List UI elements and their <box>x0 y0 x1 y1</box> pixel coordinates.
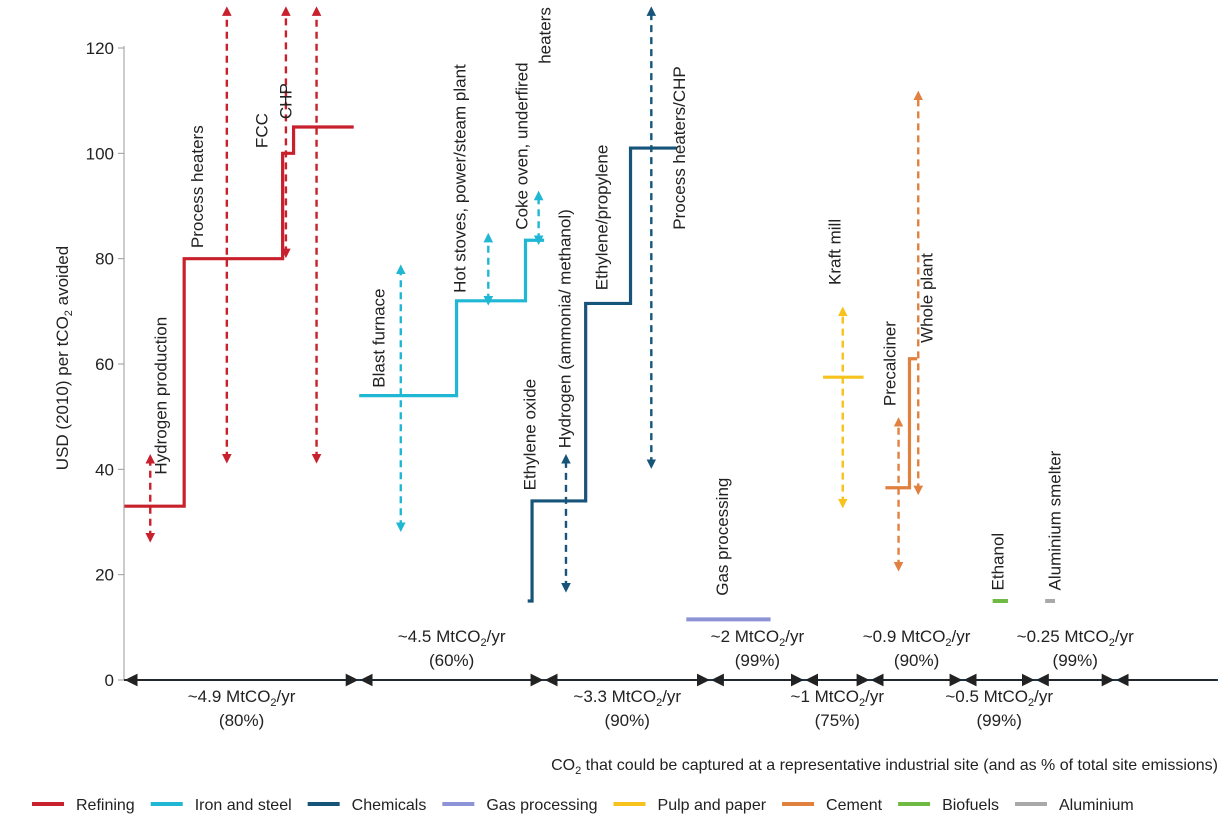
annotation-label: Kraft mill <box>826 219 845 285</box>
x-segment-share: (90%) <box>894 651 939 670</box>
x-segment-share: (99%) <box>977 711 1022 730</box>
legend-label-cement: Cement <box>826 797 883 814</box>
annotation-label: FCC <box>252 113 271 148</box>
x-segment-amount: ~4.5 MtCO2/yr <box>398 627 506 649</box>
annotation-label: Blast furnace <box>369 288 388 387</box>
x-segment-share: (80%) <box>219 711 264 730</box>
legend-label-biofuels: Biofuels <box>942 797 999 814</box>
annotation-label: Precalciner <box>880 321 899 406</box>
legend-label-iron-and-steel: Iron and steel <box>195 797 292 814</box>
x-segment-amount: ~2 MtCO2/yr <box>711 627 805 649</box>
annotation-label: heaters <box>536 7 555 64</box>
legend-label-chemicals: Chemicals <box>352 797 427 814</box>
legend-label-aluminium: Aluminium <box>1059 797 1134 814</box>
annotation-label: Hydrogen (ammonia/ methanol) <box>555 209 574 448</box>
y-tick-label: 0 <box>105 671 114 690</box>
annotation-label: CHP <box>276 83 295 119</box>
x-segment-share: (99%) <box>735 651 780 670</box>
annotation-label: Aluminium smelter <box>1045 450 1064 590</box>
x-segment-share: (99%) <box>1053 651 1098 670</box>
legend-label-gas-processing: Gas processing <box>486 797 597 814</box>
y-tick-label: 80 <box>95 250 114 269</box>
y-tick-label: 120 <box>86 39 114 58</box>
legend-label-refining: Refining <box>76 797 135 814</box>
annotation-label: Ethanol <box>989 533 1008 591</box>
annotation-label: Whole plant <box>917 253 936 343</box>
annotation-label: Gas processing <box>713 478 732 596</box>
annotation-label: Hot stoves, power/steam plant <box>450 64 469 293</box>
annotation-label: Ethylene/propylene <box>593 145 612 291</box>
x-segment-amount: ~1 MtCO2/yr <box>791 687 885 709</box>
x-axis-title: CO2 that could be captured at a represen… <box>551 757 1218 777</box>
y-tick-label: 40 <box>95 460 114 479</box>
annotation-label: Process heaters <box>188 125 207 248</box>
x-segment-amount: ~0.25 MtCO2/yr <box>1017 627 1134 649</box>
annotation-label: Process heaters/CHP <box>670 66 689 229</box>
x-segment-amount: ~3.3 MtCO2/yr <box>573 687 681 709</box>
x-segment-amount: ~0.9 MtCO2/yr <box>863 627 971 649</box>
annotation-label: Coke oven, underfired <box>513 62 532 229</box>
x-segment-amount: ~0.5 MtCO2/yr <box>945 687 1053 709</box>
x-segment-share: (60%) <box>429 651 474 670</box>
x-segment-amount: ~4.9 MtCO2/yr <box>188 687 296 709</box>
y-axis-title: USD (2010) per tCO2 avoided <box>53 246 75 470</box>
y-tick-label: 20 <box>95 566 114 585</box>
annotation-label: Hydrogen production <box>152 317 171 475</box>
x-segment-share: (75%) <box>815 711 860 730</box>
y-tick-label: 60 <box>95 355 114 374</box>
series-line-chemicals <box>527 146 677 603</box>
x-segment-share: (90%) <box>605 711 650 730</box>
legend-label-pulp-and-paper: Pulp and paper <box>658 797 767 814</box>
y-tick-label: 100 <box>86 144 114 163</box>
annotation-label: Ethylene oxide <box>520 379 539 491</box>
